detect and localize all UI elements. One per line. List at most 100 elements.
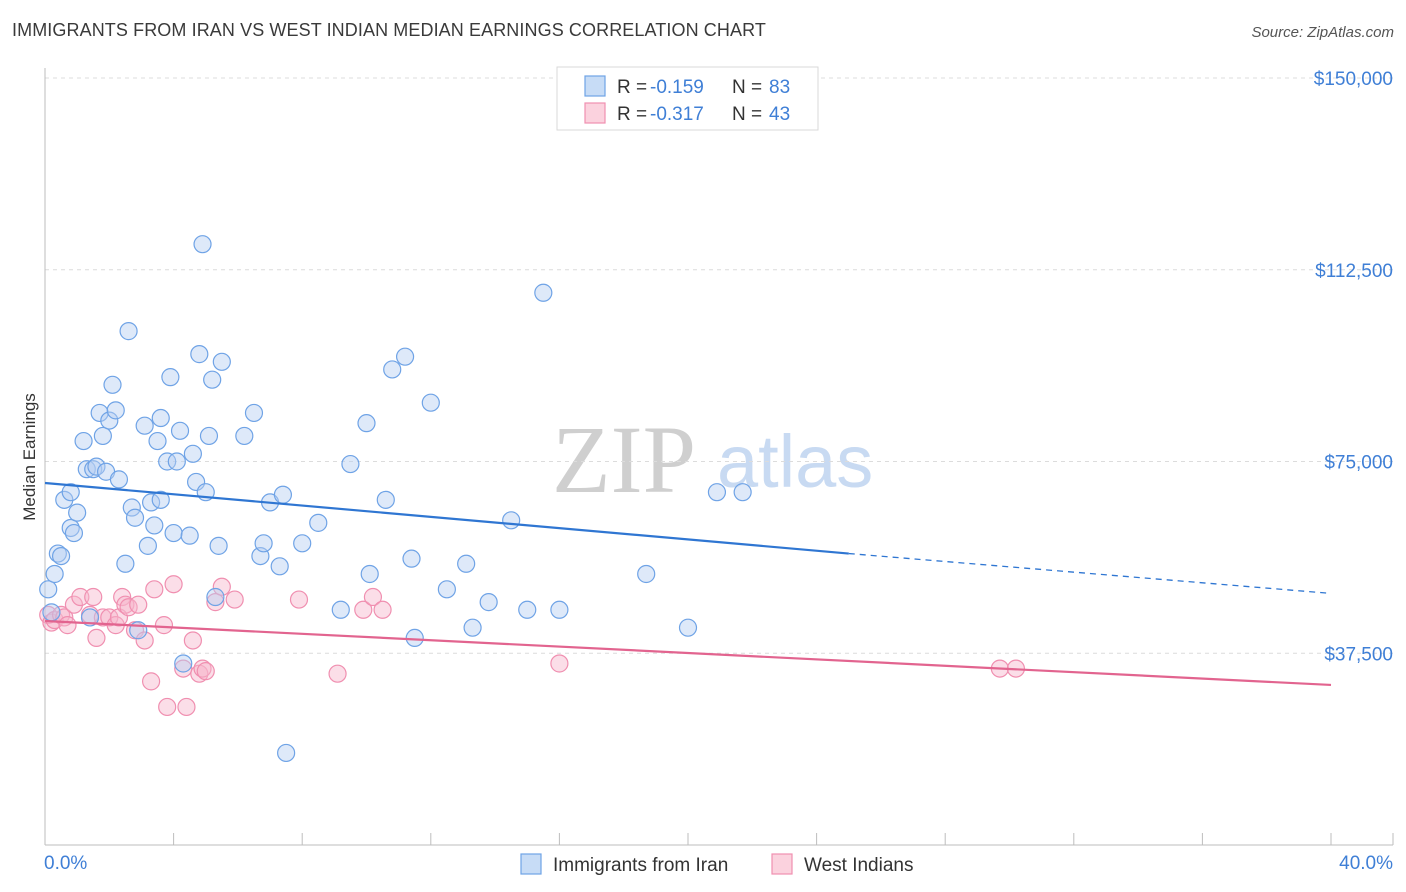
iran-point-51 [235,426,254,446]
iran-point-12 [80,608,100,627]
west-indians-point-24 [158,697,177,717]
iran-point-48 [206,587,225,607]
iran-point-22 [116,554,135,573]
iran-point-35 [161,368,180,387]
iran-point-7 [61,483,80,502]
iran-point-16 [93,426,112,446]
west-indians-point-35 [289,590,309,609]
iran-trend-line [44,481,849,555]
legend-swatch-iran [584,75,606,97]
west-indians-point-27 [177,697,196,717]
west-indians-point-20 [135,631,154,650]
bottom-legend-swatch-iran [520,853,542,875]
iran-point-20 [106,401,125,420]
x-tick-label-max: 40.0% [1339,853,1393,874]
iran-point-4 [51,546,71,566]
west-indians-point-38 [363,587,383,607]
iran-point-9 [68,503,87,522]
iran-point-18 [100,411,119,430]
iran-point-8 [64,523,84,543]
legend-n-label-west: N = [732,104,762,125]
legend-n-value-iran: 83 [769,77,790,98]
iran-point-74 [479,593,498,612]
bottom-legend-label-west: West Indians [804,855,913,876]
grid [45,77,1393,654]
iran-point-43 [190,345,209,364]
west-indians-point-32 [206,593,225,612]
iran-point-24 [122,498,141,517]
y-tick-label-1: $75,000 [1324,453,1393,474]
west-indians-point-23 [154,616,174,635]
iran-point-37 [167,452,186,471]
west-indians-point-33 [212,577,231,596]
iran-point-68 [402,549,421,568]
west-indians-point-9 [84,587,103,607]
legend-r-value-west: -0.317 [650,104,704,125]
iran-point-82 [733,483,752,502]
iran-point-56 [270,557,289,576]
iran-point-46 [199,426,219,446]
west-indians-point-19 [129,595,148,614]
iran-point-34 [158,452,177,471]
iran-point-64 [360,564,379,584]
west-indians-trend-line [44,619,1332,687]
west-indians-point-16 [116,595,135,614]
axes [44,68,1394,846]
iran-point-14 [87,457,106,476]
iran-point-3 [48,544,67,563]
iran-point-19 [103,375,122,394]
legend: R = -0.159 N = 83 R = -0.317 N = 43 [556,66,819,131]
iran-point-61 [331,600,350,619]
iran-point-79 [637,564,656,584]
watermark-zip: ZIP [552,406,696,513]
iran-point-69 [405,628,424,648]
y-tick-label-2: $112,500 [1315,261,1393,282]
iran-point-58 [277,743,296,763]
iran-point-59 [293,534,312,553]
iran-trend-line-extension [848,552,1332,595]
chart-title: IMMIGRANTS FROM IRAN VS WEST INDIAN MEDI… [12,20,766,40]
iran-point-76 [518,600,537,619]
west-indians-point-7 [71,587,90,607]
west-indians-points [39,575,1026,717]
west-indians-point-34 [225,590,244,609]
trend-lines [44,481,1332,687]
iran-point-39 [174,654,193,673]
y-tick-label-0: $37,500 [1324,644,1393,665]
iran-point-67 [395,347,415,366]
iran-point-70 [421,393,440,412]
iran-point-31 [148,431,167,451]
y-tick-label-3: $150,000 [1314,69,1393,90]
iran-point-50 [212,352,231,371]
iran-point-28 [138,536,157,555]
y-tick-labels: $37,500 $75,000 $112,500 $150,000 [1314,69,1393,665]
iran-point-38 [170,421,190,440]
iran-point-52 [244,403,264,423]
iran-point-47 [203,370,222,389]
iran-point-71 [437,580,456,599]
legend-r-label-iran: R = [617,77,647,98]
iran-point-72 [457,554,476,573]
iran-point-1 [42,603,61,622]
bottom-legend: Immigrants from Iran West Indians [520,853,913,876]
iran-point-41 [183,444,202,463]
west-indians-point-37 [354,600,373,619]
iran-point-33 [151,408,170,428]
iran-point-57 [273,485,293,504]
west-indians-point-28 [183,631,202,650]
iran-point-0 [39,580,58,599]
chart-source: Source: ZipAtlas.com [1251,24,1394,41]
iran-point-60 [309,513,328,532]
west-indians-point-21 [141,672,161,691]
iran-point-36 [164,523,183,543]
iran-point-2 [45,564,64,584]
iran-point-73 [463,618,482,637]
legend-n-value-west: 43 [769,104,790,125]
iran-point-65 [376,490,395,509]
west-indians-point-26 [174,659,193,678]
west-indians-point-31 [196,662,215,681]
legend-swatch-west [584,102,606,124]
iran-point-40 [180,526,199,545]
iran-point-75 [502,511,521,530]
